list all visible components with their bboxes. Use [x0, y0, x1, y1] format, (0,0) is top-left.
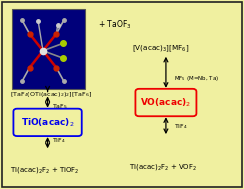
Text: TiF$_4$: TiF$_4$	[174, 122, 188, 131]
Text: VO(acac)$_2$: VO(acac)$_2$	[140, 96, 192, 109]
Text: Ti(acac)$_2$F$_2$ + TiOF$_2$: Ti(acac)$_2$F$_2$ + TiOF$_2$	[10, 165, 79, 175]
Text: TaF$_5$: TaF$_5$	[52, 102, 68, 111]
FancyBboxPatch shape	[13, 109, 82, 136]
Text: [V(acac)$_3$][MF$_6$]: [V(acac)$_3$][MF$_6$]	[132, 44, 189, 54]
Text: Ti(acac)$_2$F$_2$ + VOF$_2$: Ti(acac)$_2$F$_2$ + VOF$_2$	[129, 162, 197, 172]
FancyBboxPatch shape	[135, 89, 196, 116]
Text: + TaOF$_3$: + TaOF$_3$	[98, 18, 131, 31]
Text: TiF$_4$: TiF$_4$	[52, 136, 66, 145]
Text: TiO(acac)$_2$: TiO(acac)$_2$	[21, 116, 74, 129]
FancyBboxPatch shape	[12, 9, 85, 89]
Text: MF$_5$ (M=Nb, Ta): MF$_5$ (M=Nb, Ta)	[174, 74, 220, 83]
Text: [TaF$_4$(OTi(acac)$_2$)$_2$][TaF$_6$]: [TaF$_4$(OTi(acac)$_2$)$_2$][TaF$_6$]	[10, 90, 92, 99]
